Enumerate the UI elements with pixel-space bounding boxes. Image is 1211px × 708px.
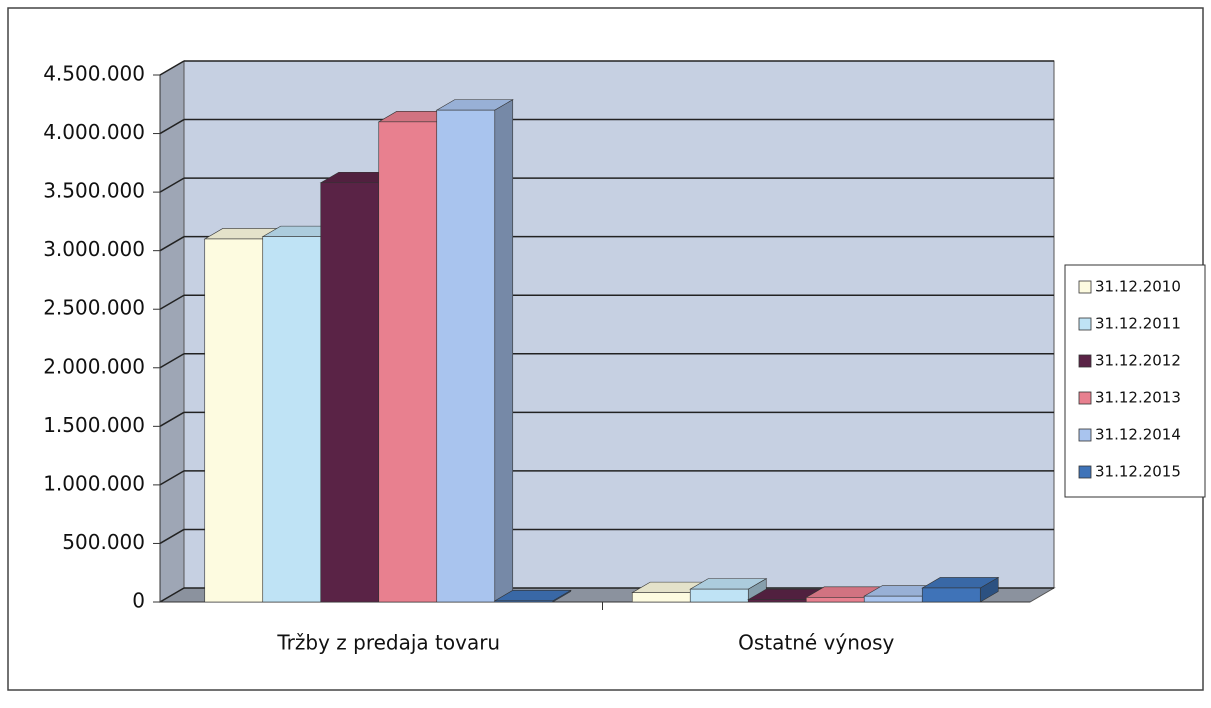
y-tick-label: 3.500.000 — [43, 179, 145, 203]
bar — [689, 578, 768, 603]
bar — [435, 99, 514, 603]
y-tick-label: 500.000 — [62, 530, 145, 554]
left-wall — [159, 60, 185, 603]
bar-front — [689, 588, 749, 603]
legend-label: 31.12.2015 — [1095, 463, 1181, 481]
bar-front — [204, 238, 264, 603]
bar-front — [320, 182, 380, 603]
y-tick-label: 4.000.000 — [43, 120, 145, 144]
y-tick-label: 1.500.000 — [43, 413, 145, 437]
legend-label: 31.12.2012 — [1095, 352, 1181, 370]
legend-swatch — [1078, 354, 1092, 368]
legend-swatch — [1078, 317, 1092, 331]
legend-label: 31.12.2013 — [1095, 389, 1181, 407]
legend-swatch — [1078, 428, 1092, 442]
y-tick-label: 2.500.000 — [43, 296, 145, 320]
grid-line — [159, 587, 185, 603]
y-tick-label: 2.000.000 — [43, 354, 145, 378]
legend-label: 31.12.2011 — [1095, 315, 1181, 333]
bar-front — [436, 109, 496, 603]
legend-label: 31.12.2014 — [1095, 426, 1181, 444]
grid-line — [159, 411, 185, 427]
grid-line — [159, 470, 185, 486]
bar-front — [494, 600, 554, 603]
bar-front — [863, 595, 923, 603]
grid-line — [159, 177, 185, 193]
grid-line — [159, 294, 185, 310]
grid-line — [159, 353, 185, 369]
bar — [921, 576, 1000, 603]
bar-front — [747, 599, 807, 603]
x-tick-label: Tržby z predaja tovaru — [276, 631, 500, 655]
x-tick-label: Ostatné výnosy — [738, 631, 894, 655]
legend-swatch — [1078, 280, 1092, 294]
legend-label: 31.12.2010 — [1095, 278, 1181, 296]
y-tick-label: 4.500.000 — [43, 62, 145, 86]
grid-line — [159, 118, 185, 135]
bar-front — [631, 592, 691, 603]
legend-swatch — [1078, 465, 1092, 479]
grid-line — [159, 528, 185, 545]
bar-front — [378, 121, 438, 603]
y-tick-label: 3.000.000 — [43, 237, 145, 261]
grid-line — [159, 236, 185, 252]
y-tick-label: 1.000.000 — [43, 471, 145, 495]
legend-box — [1064, 264, 1206, 498]
bar — [493, 589, 572, 603]
bar-side — [494, 99, 514, 603]
bar-front — [262, 236, 322, 603]
legend-swatch — [1078, 391, 1092, 405]
y-tick-label: 0 — [132, 589, 145, 613]
bar-front — [921, 587, 981, 603]
bar-front — [805, 597, 865, 603]
grid-line — [159, 60, 185, 76]
